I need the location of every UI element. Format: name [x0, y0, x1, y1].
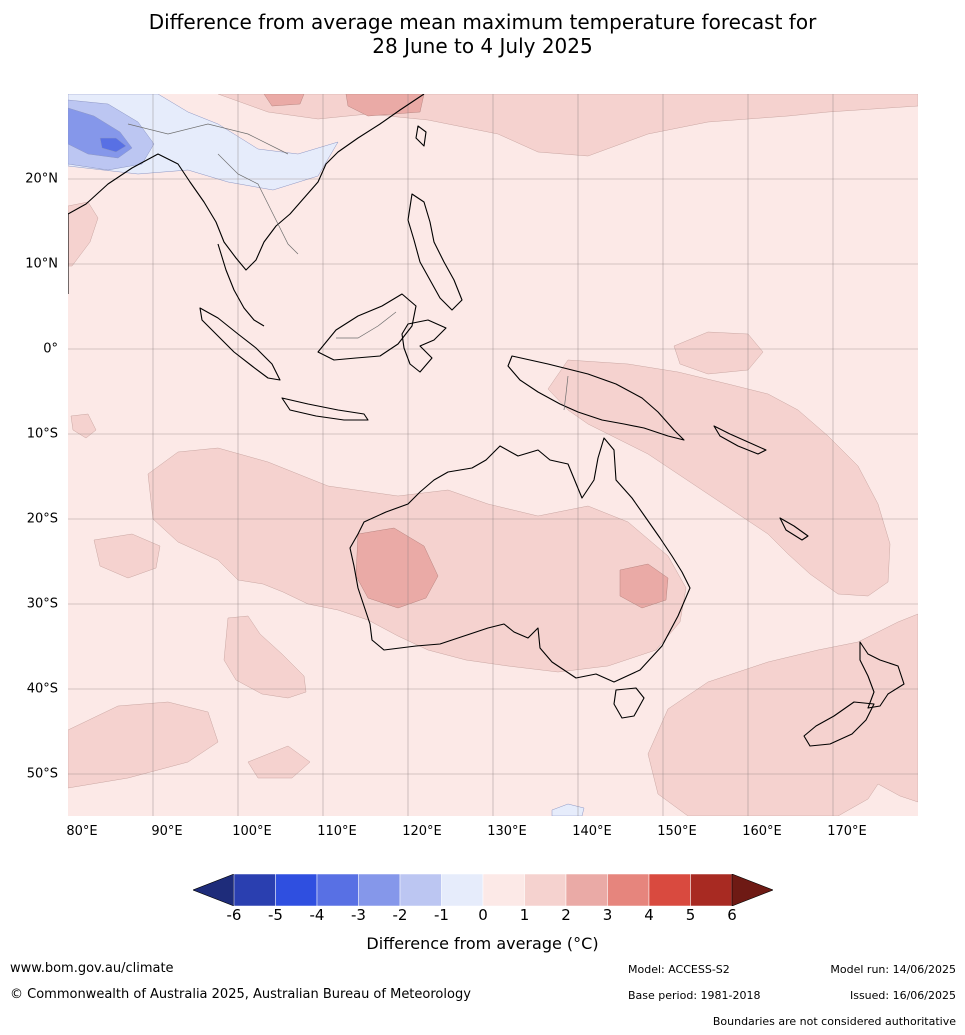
new-guinea-coast: [507, 355, 685, 441]
anomaly-tibet-minus4: [99, 137, 127, 153]
colorbar-segment: [648, 874, 691, 906]
colorbar-tick-label: -3: [351, 906, 366, 924]
colorbar-segment: [524, 874, 567, 906]
lat-tick-label: 10°N: [25, 256, 58, 272]
new-caledonia-coast: [779, 517, 809, 541]
lon-tick-label: 140°E: [572, 824, 612, 839]
border-borneo: [336, 311, 397, 339]
border-china: [127, 123, 289, 155]
philippines-coast: [407, 193, 463, 311]
colorbar-segment: [482, 874, 525, 906]
colorbar-tick-label: 0: [478, 906, 488, 924]
colorbar-segment: [358, 874, 401, 906]
colorbar-segment: [441, 874, 484, 906]
colorbar-tick-label: -1: [434, 906, 449, 924]
lon-tick-label: 110°E: [317, 824, 357, 839]
colorbar: [193, 874, 773, 906]
country-borders: [127, 123, 569, 411]
colorbar-segment: [399, 874, 442, 906]
title-line-2: 28 June to 4 July 2025: [372, 34, 593, 58]
anomaly-new-guinea: [547, 359, 891, 597]
colorbar-segment: [607, 874, 650, 906]
java-coast: [281, 397, 369, 421]
colorbar-segment: [275, 874, 318, 906]
lon-tick-label: 90°E: [151, 824, 183, 839]
new-zealand-north-island: [859, 641, 905, 709]
colorbar-segment: [690, 874, 733, 906]
colorbar-tick-label: -4: [309, 906, 325, 924]
lon-tick-label: 100°E: [232, 824, 272, 839]
footer-copyright: © Commonwealth of Australia 2025, Austra…: [10, 987, 471, 1002]
footer-issued: Issued: 16/06/2025: [849, 989, 956, 1002]
colorbar-tick-label: -6: [226, 906, 242, 924]
borneo-coast: [317, 293, 417, 361]
border-new-guinea: [563, 375, 569, 411]
footer-base-period: Base period: 1981-2018: [628, 989, 761, 1002]
footer-model: Model: ACCESS-S2: [628, 963, 730, 976]
lat-tick-label: 0°: [43, 341, 58, 357]
anomaly-indian-small-1: [93, 533, 161, 579]
colorbar-extend-low: [193, 874, 235, 906]
colorbar-tick-label: 5: [685, 906, 696, 924]
anomaly-eastern-australia-warm: [619, 563, 669, 609]
lon-tick-label: 160°E: [742, 824, 782, 839]
lon-tick-label: 150°E: [657, 824, 697, 839]
lat-tick-label: 20°N: [25, 171, 58, 187]
temperature-anomaly-map: [68, 94, 918, 816]
title-line-1: Difference from average mean maximum tem…: [148, 10, 817, 34]
new-zealand-south-island: [803, 701, 875, 747]
colorbar-tick-label: 3: [602, 906, 613, 924]
colorbar-extend-high: [731, 874, 773, 906]
malay-peninsula-coast: [217, 243, 265, 327]
lat-tick-label: 30°S: [26, 596, 58, 612]
colorbar-tick-label: -5: [268, 906, 283, 924]
anomaly-tasman-sea: [647, 613, 918, 816]
anomaly-southern-ocean-west: [68, 701, 219, 789]
lat-tick-label: 10°S: [26, 426, 58, 442]
colorbar-tick-label: 1: [519, 906, 530, 924]
colorbar-tick-label: 2: [561, 906, 571, 924]
tasmania-coast: [613, 687, 645, 719]
lat-tick-label: 20°S: [26, 511, 58, 527]
lon-tick-label: 120°E: [402, 824, 442, 839]
anomaly-equatorial-pacific: [673, 331, 764, 375]
coastlines: [68, 94, 905, 747]
anomaly-southern-indian-mid: [223, 615, 307, 699]
anomaly-2-to-3-regions: [263, 94, 669, 609]
lon-tick-label: 170°E: [827, 824, 867, 839]
colorbar-tick-label: 4: [644, 906, 654, 924]
border-indochina: [217, 153, 299, 255]
colorbar-label: Difference from average (°C): [366, 934, 599, 953]
anomaly-china-warm: [263, 94, 305, 107]
colorbar-segment: [316, 874, 359, 906]
taiwan-coast: [415, 125, 427, 147]
sulawesi-coast: [401, 319, 447, 373]
chart-title: Difference from average mean maximum tem…: [0, 10, 965, 58]
footer-website: www.bom.gov.au/climate: [10, 961, 174, 976]
sumatra-coast: [199, 307, 281, 381]
colorbar-tick-label: -2: [392, 906, 408, 924]
lat-tick-label: 50°S: [26, 766, 58, 782]
asia-mainland-coast: [68, 94, 425, 271]
solomon-islands-coast: [713, 425, 767, 455]
colorbar-tick-label: 6: [727, 906, 737, 924]
footer-model-run: Model run: 14/06/2025: [830, 963, 956, 976]
lon-tick-label: 80°E: [66, 824, 98, 839]
colorbar-segment: [565, 874, 608, 906]
anomaly-southern-cool: [551, 803, 585, 816]
footer-disclaimer: Boundaries are not considered authoritat…: [712, 1015, 956, 1028]
colorbar-segment: [233, 874, 276, 906]
lon-tick-label: 130°E: [487, 824, 527, 839]
australia-coast: [349, 437, 691, 683]
map-gridlines: [68, 94, 918, 816]
anomaly-southern-ocean-mid: [247, 745, 311, 779]
lat-tick-label: 40°S: [26, 681, 58, 697]
anomaly-western-australia-warm: [355, 527, 439, 609]
